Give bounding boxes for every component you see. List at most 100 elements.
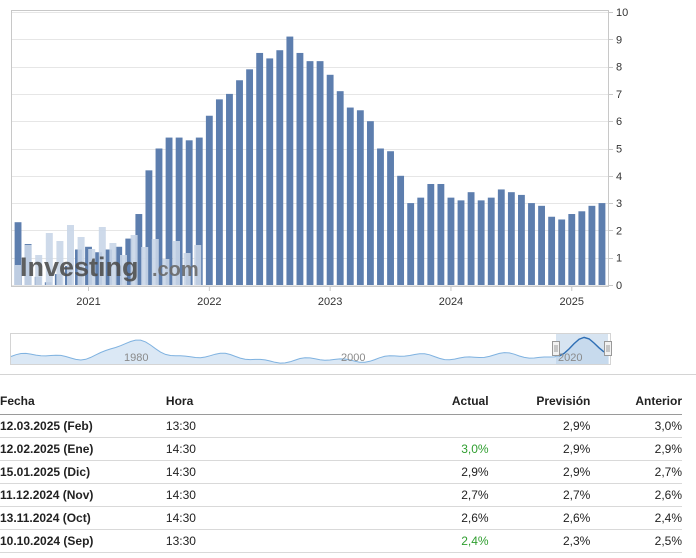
x-tick-label: 2024 xyxy=(439,296,463,308)
table-row[interactable]: 15.01.2025 (Dic) 14:30 2,9% 2,9% 2,7% xyxy=(0,460,682,484)
bar[interactable] xyxy=(397,175,405,285)
main-bar-chart[interactable]: 0 1 2 3 4 5 6 7 8 9 10 2021 2022 2023 2024 2025 Invest… xyxy=(0,0,696,318)
table-row[interactable]: 12.03.2025 (Feb) 13:30 2,9% 3,0% xyxy=(0,414,682,438)
cell-actual xyxy=(369,414,489,438)
bar[interactable] xyxy=(226,93,233,286)
table-body: 12.03.2025 (Feb) 13:30 2,9% 3,0% 12.02.2025 … xyxy=(0,414,682,553)
bar[interactable] xyxy=(467,192,475,285)
bar[interactable] xyxy=(346,107,354,285)
bar[interactable] xyxy=(487,197,495,285)
x-tick-label: 2021 xyxy=(76,296,100,308)
watermark-bar xyxy=(14,265,21,285)
header-date[interactable]: Fecha xyxy=(0,388,166,415)
y-tick-label: 2 xyxy=(616,225,622,237)
y-tick-label: 6 xyxy=(616,116,622,128)
bar[interactable] xyxy=(256,52,264,286)
bar[interactable] xyxy=(105,249,113,285)
cell-forecast: 2,7% xyxy=(488,483,591,507)
watermark-bar xyxy=(120,255,127,285)
bar[interactable] xyxy=(155,148,163,286)
cell-forecast: 2,9% xyxy=(488,460,591,484)
watermark-bar xyxy=(141,247,149,285)
cell-time: 14:30 xyxy=(165,506,370,530)
bar[interactable] xyxy=(195,137,203,285)
cell-previous: 2,7% xyxy=(590,460,682,484)
table-header-row: Fecha Hora Actual Previsión Anterior xyxy=(0,388,682,415)
bar[interactable] xyxy=(316,61,324,285)
bar[interactable] xyxy=(115,246,123,285)
bar[interactable] xyxy=(568,214,576,285)
navigator[interactable]: 1980 2000 2020 xyxy=(0,0,696,375)
cell-forecast: 2,9% xyxy=(488,414,591,438)
bar[interactable] xyxy=(185,140,193,285)
bar[interactable] xyxy=(175,137,183,285)
bar[interactable] xyxy=(558,219,566,285)
bar[interactable] xyxy=(387,151,394,285)
bar[interactable] xyxy=(437,183,445,285)
y-tick-label: 0 xyxy=(616,280,622,292)
bar[interactable] xyxy=(578,211,586,285)
bar[interactable] xyxy=(14,222,22,285)
bar[interactable] xyxy=(457,200,465,285)
bar[interactable] xyxy=(236,80,243,285)
bar[interactable] xyxy=(548,216,556,285)
bar[interactable] xyxy=(377,148,384,286)
bar[interactable] xyxy=(205,115,213,286)
bar[interactable] xyxy=(598,203,606,285)
cell-time: 13:30 xyxy=(165,529,370,553)
bar[interactable] xyxy=(477,200,485,285)
bar[interactable] xyxy=(215,99,223,285)
bar[interactable] xyxy=(507,192,515,285)
watermark-brand: Investing xyxy=(20,252,139,282)
bar[interactable] xyxy=(326,74,334,285)
bar[interactable] xyxy=(135,214,143,285)
navigator-selection[interactable] xyxy=(556,334,608,364)
bar[interactable] xyxy=(497,189,505,285)
cell-date: 15.01.2025 (Dic) xyxy=(0,460,166,484)
bar[interactable] xyxy=(276,50,284,285)
header-actual[interactable]: Actual xyxy=(369,388,489,415)
bar[interactable] xyxy=(518,194,525,285)
bar[interactable] xyxy=(447,197,455,285)
bar[interactable] xyxy=(286,36,294,285)
bar[interactable] xyxy=(95,252,102,285)
navigator-right-handle[interactable] xyxy=(604,341,612,356)
watermark-bar xyxy=(194,245,202,285)
bar[interactable] xyxy=(125,238,133,285)
table-row[interactable]: 11.12.2024 (Nov) 14:30 2,7% 2,7% 2,6% xyxy=(0,483,682,507)
bar[interactable] xyxy=(427,183,435,285)
bar[interactable] xyxy=(165,137,173,285)
header-previous[interactable]: Anterior xyxy=(590,388,682,415)
bar[interactable] xyxy=(588,205,596,285)
cell-previous: 2,6% xyxy=(590,483,682,507)
bar[interactable] xyxy=(306,61,314,285)
navigator-label-1980: 1980 xyxy=(124,352,148,364)
bar[interactable] xyxy=(538,205,545,285)
cell-time: 13:30 xyxy=(165,414,370,438)
bar[interactable] xyxy=(246,69,254,285)
table-row[interactable]: 10.10.2024 (Sep) 13:30 2,4% 2,3% 2,5% xyxy=(0,529,682,553)
bar[interactable] xyxy=(417,197,425,285)
table-row[interactable]: 12.02.2025 (Ene) 14:30 3,0% 2,9% 2,9% xyxy=(0,437,682,461)
watermark-suffix: .com xyxy=(152,259,199,281)
bar[interactable] xyxy=(356,110,364,285)
cell-previous: 2,4% xyxy=(590,506,682,530)
table-row[interactable]: 13.11.2024 (Oct) 14:30 2,6% 2,6% 2,4% xyxy=(0,506,682,530)
bar[interactable] xyxy=(366,121,374,285)
watermark-bar xyxy=(88,249,96,285)
bar[interactable] xyxy=(266,58,274,285)
bar[interactable] xyxy=(296,52,304,286)
bar[interactable] xyxy=(336,91,344,285)
watermark-bar xyxy=(24,245,32,285)
header-forecast[interactable]: Previsión xyxy=(488,388,591,415)
watermark-bar xyxy=(35,255,43,285)
bar[interactable] xyxy=(407,203,415,285)
cell-actual: 3,0% xyxy=(369,437,489,461)
bar[interactable] xyxy=(145,170,153,285)
bar[interactable] xyxy=(528,203,535,285)
cell-forecast: 2,3% xyxy=(488,529,591,553)
header-time[interactable]: Hora xyxy=(165,388,370,415)
bars xyxy=(14,36,606,286)
navigator-left-handle[interactable] xyxy=(552,341,560,356)
watermark-bar xyxy=(183,253,191,285)
